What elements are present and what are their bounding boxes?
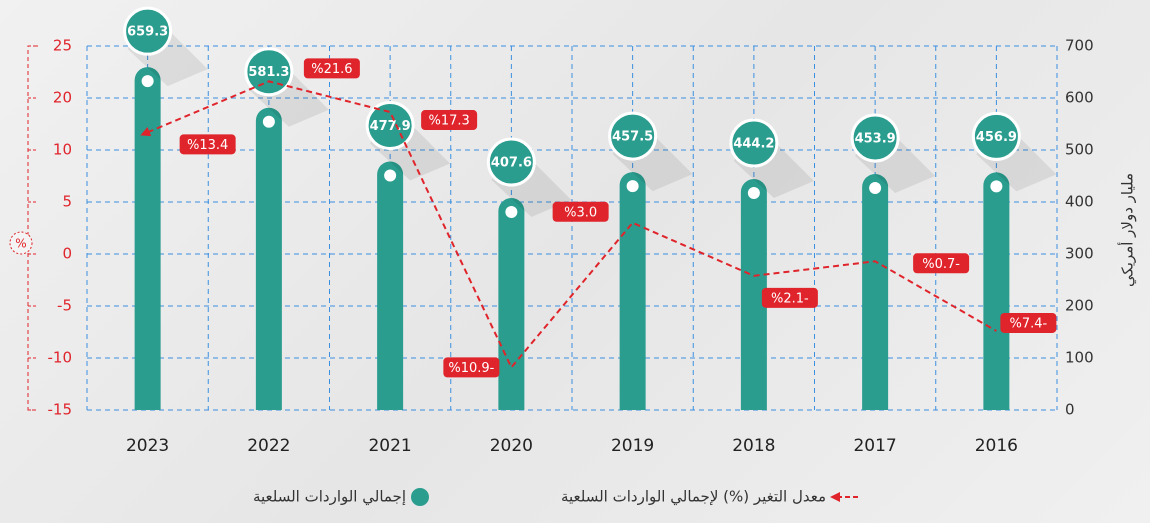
value-badge: [729, 118, 779, 168]
y-tick-label: 200: [1065, 297, 1094, 315]
line-label-box: [421, 110, 478, 131]
line-label-box: [913, 253, 970, 274]
y-tick-label: 400: [1065, 193, 1094, 211]
line-value-label: %10.9-: [448, 361, 494, 376]
y2-tick-label: 10: [53, 141, 72, 159]
bar-value-label: 407.6: [491, 156, 532, 171]
y-tick-label: 300: [1065, 245, 1094, 263]
line-label-box: [1000, 312, 1057, 333]
value-badge: [244, 47, 294, 97]
line-label-box: [443, 357, 500, 378]
x-tick-label: 2016: [975, 436, 1018, 456]
y2-tick-label: -5: [57, 297, 72, 315]
legend-label: معدل التغير (%) لإجمالي الواردات السلعية: [561, 488, 826, 507]
x-tick-label: 2020: [490, 436, 533, 456]
bar: [255, 107, 282, 411]
value-badge: [850, 113, 900, 163]
value-badge: [608, 111, 658, 161]
bar-value-label: 453.9: [855, 131, 896, 146]
bar-value-label: 457.5: [612, 130, 653, 145]
bar: [740, 179, 767, 410]
value-badge: [123, 6, 173, 56]
y-tick-label: 700: [1065, 37, 1094, 55]
y2-bracket: [27, 45, 38, 411]
y-tick-label: 500: [1065, 141, 1094, 159]
line-value-label: %0.7-: [922, 257, 960, 272]
change-line: [140, 80, 997, 370]
y2-tick-label: 5: [62, 193, 72, 211]
y2-tick-label: 25: [53, 37, 72, 55]
bar-value-label: 477.9: [370, 119, 411, 134]
line-label-box: [179, 134, 236, 155]
bar: [862, 173, 889, 410]
bar-dot: [626, 180, 639, 193]
y2-label-ring: [9, 231, 33, 255]
y2-tick-label: -10: [48, 349, 73, 367]
line-label-box: [761, 287, 818, 308]
bar-dot: [262, 115, 275, 128]
value-badge: [486, 137, 536, 187]
y-label: مليار دولار أمريكي: [1118, 173, 1138, 287]
line-value-label: %17.3: [428, 114, 469, 129]
bar-value-label: 581.3: [248, 65, 289, 80]
bar-dot: [990, 180, 1003, 193]
y-tick-label: 0: [1065, 401, 1075, 419]
line-label-box: [303, 58, 360, 79]
bar: [134, 67, 161, 410]
line-value-label: %7.4-: [1010, 316, 1048, 331]
bar-dot: [747, 187, 760, 200]
bar: [983, 172, 1010, 410]
bar-value-label: 659.3: [127, 25, 168, 40]
line-value-label: %13.4: [187, 138, 228, 153]
bar-dot: [869, 181, 882, 194]
y-tick-label: 600: [1065, 89, 1094, 107]
y2-tick-label: 0: [62, 245, 72, 263]
bar-value-label: 444.2: [733, 137, 774, 152]
y-tick-label: 100: [1065, 349, 1094, 367]
x-tick-label: 2019: [611, 436, 654, 456]
y2-tick-label: 20: [53, 89, 72, 107]
x-tick-label: 2021: [368, 436, 411, 456]
bar-dot: [505, 206, 518, 219]
x-tick-label: 2023: [126, 436, 169, 456]
line-value-label: %3.0: [564, 205, 597, 220]
bar-value-label: 456.9: [976, 130, 1017, 145]
x-tick-label: 2022: [247, 436, 290, 456]
line-value-label: %21.6: [311, 62, 352, 77]
y2-tick-label: -15: [48, 401, 73, 419]
legend-label: إجمالي الواردات السلعية: [253, 488, 406, 507]
bar: [377, 161, 404, 410]
bar: [619, 172, 646, 410]
bar-dot: [141, 75, 154, 88]
line-value-label: %2.1-: [771, 291, 809, 306]
value-badge: [971, 111, 1021, 161]
bar: [498, 198, 525, 410]
line-label-box: [552, 201, 609, 222]
x-tick-label: 2017: [853, 436, 896, 456]
x-tick-label: 2018: [732, 436, 775, 456]
legend-swatch: [411, 488, 429, 506]
y2-label: %: [15, 237, 26, 251]
bar-dot: [384, 169, 397, 182]
